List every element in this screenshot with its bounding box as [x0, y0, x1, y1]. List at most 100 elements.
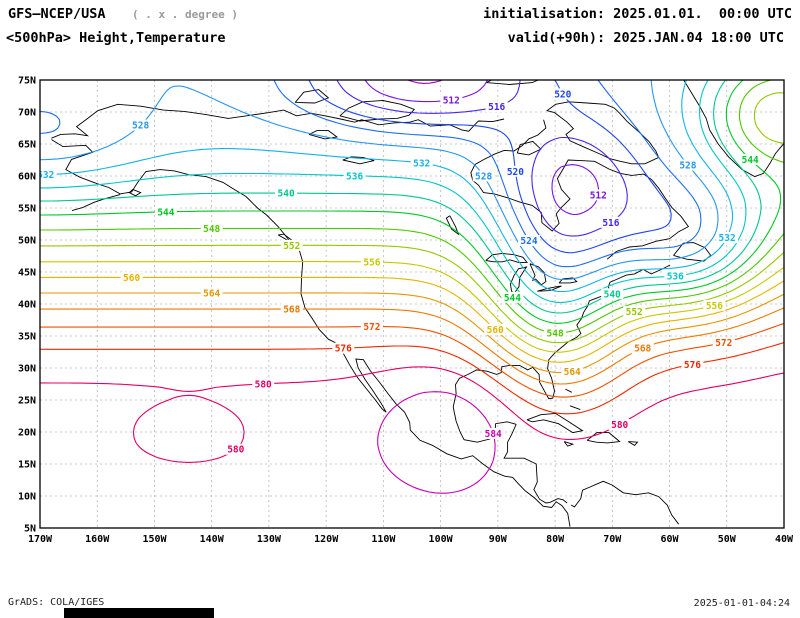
- contour-line-556: [40, 261, 784, 353]
- coastline-segment: [569, 405, 581, 411]
- contour-line-576: [40, 342, 784, 415]
- contour-label-bg: [332, 342, 355, 354]
- contour-label-540: 540: [278, 189, 295, 200]
- lat-tick-label: 70N: [18, 108, 36, 119]
- contour-label-580: 580: [611, 420, 628, 431]
- contour-label-bg: [676, 159, 699, 171]
- lat-tick-label: 30N: [18, 364, 36, 375]
- contour-line-564: [40, 292, 784, 374]
- bottom-black-bar: [64, 608, 214, 618]
- lat-tick-label: 75N: [18, 76, 36, 87]
- contour-label-536: 536: [346, 171, 363, 182]
- chart-subtitle: <500hPa> Height,Temperature: [6, 30, 226, 46]
- contour-label-552: 552: [283, 241, 300, 252]
- lat-tick-label: 20N: [18, 428, 36, 439]
- coastline-segment: [51, 103, 505, 139]
- coastline-segment: [683, 80, 784, 178]
- contour-label-532: 532: [37, 170, 54, 181]
- lon-tick-label: 110W: [371, 534, 396, 545]
- contour-label-548: 548: [203, 224, 220, 235]
- coastline-segment: [565, 388, 572, 393]
- contour-label-bg: [275, 187, 298, 199]
- lon-tick-label: 170W: [28, 534, 53, 545]
- coastline-segment: [308, 130, 339, 140]
- coastline-segment: [509, 266, 528, 294]
- contour-line-584: [377, 391, 496, 494]
- coastline-segment: [339, 100, 416, 122]
- contour-label-564: 564: [203, 289, 220, 300]
- coastline-segment: [628, 441, 639, 446]
- contour-line-536: [40, 80, 747, 304]
- contour-label-540: 540: [604, 289, 621, 300]
- contour-label-bg: [561, 365, 584, 377]
- coastline-segment: [485, 252, 528, 263]
- contour-label-532: 532: [719, 233, 736, 244]
- contour-label-536: 536: [667, 272, 684, 283]
- contour-label-512: 512: [590, 190, 607, 201]
- contour-label-bg: [200, 287, 223, 299]
- lat-tick-label: 35N: [18, 332, 36, 343]
- coastline-segment: [537, 285, 562, 292]
- contour-label-568: 568: [283, 305, 300, 316]
- contour-label-512: 512: [443, 95, 460, 106]
- lat-tick-label: 40N: [18, 300, 36, 311]
- contour-line-532: [40, 80, 734, 293]
- model-title: GFS—NCEP/USA: [8, 6, 106, 22]
- coastline-segment: [516, 140, 542, 156]
- lon-tick-label: 140W: [200, 534, 225, 545]
- contour-label-bg: [601, 288, 624, 300]
- contour-line-552: [40, 244, 784, 344]
- lon-tick-label: 90W: [489, 534, 508, 545]
- coastline-segment: [570, 480, 680, 525]
- lon-tick-label: 100W: [429, 534, 454, 545]
- lon-tick-label: 120W: [314, 534, 339, 545]
- coastline-segment: [71, 194, 121, 212]
- contour-label-bg: [608, 419, 631, 430]
- grads-credit: GrADS: COLA/IGES: [8, 597, 105, 608]
- contour-label-bg: [360, 256, 383, 268]
- contour-line-524: [273, 80, 702, 268]
- contour-label-544: 544: [157, 207, 174, 218]
- contour-label-bg: [623, 306, 646, 318]
- contour-label-bg: [739, 154, 762, 165]
- contour-label-bg: [410, 157, 433, 169]
- coastline-segment: [51, 139, 571, 527]
- lon-tick-label: 160W: [85, 534, 110, 545]
- contour-label-bg: [716, 232, 739, 243]
- contour-label-556: 556: [706, 301, 723, 312]
- coastline-segment: [546, 101, 660, 165]
- contour-label-580: 580: [255, 379, 272, 390]
- contour-line-512: [364, 80, 488, 103]
- lat-tick-label: 10N: [18, 492, 36, 503]
- contour-line-572: [40, 322, 784, 398]
- lat-tick-label: 15N: [18, 460, 36, 471]
- contour-label-572: 572: [363, 322, 380, 333]
- contour-label-bg: [544, 327, 567, 339]
- contour-label-528: 528: [132, 121, 149, 132]
- coastline-segment: [470, 119, 690, 260]
- grid-lines: [40, 80, 784, 528]
- contour-label-bg: [280, 239, 303, 251]
- contour-label-bg: [343, 170, 366, 182]
- contour-label-bg: [154, 206, 177, 218]
- contour-label-bg: [120, 271, 143, 283]
- coastline-segment: [128, 188, 142, 197]
- contour-label-bg: [129, 119, 152, 131]
- contour-label-bg: [703, 299, 726, 311]
- contour-label-528: 528: [475, 171, 492, 182]
- lon-axis-labels: 170W 160W 150W 140W 130W 120W 110W 100W 90W 80W 70…: [28, 534, 794, 545]
- contour-line-524: [40, 110, 61, 135]
- contour-labels: 512 512 516 516 520 520 524 528 528 528 532 532 532 5…: [37, 88, 762, 456]
- contour-label-516: 516: [602, 218, 619, 229]
- contour-label-bg: [518, 235, 540, 246]
- contour-label-bg: [712, 336, 735, 348]
- contour-label-576: 576: [335, 344, 352, 355]
- contour-line-560: [40, 276, 784, 363]
- contour-line-580: [40, 366, 784, 440]
- contour-label-bg: [360, 321, 383, 333]
- contour-line-580: [132, 394, 245, 463]
- contour-label-520: 520: [554, 89, 571, 100]
- contour-label-bg: [40, 169, 57, 181]
